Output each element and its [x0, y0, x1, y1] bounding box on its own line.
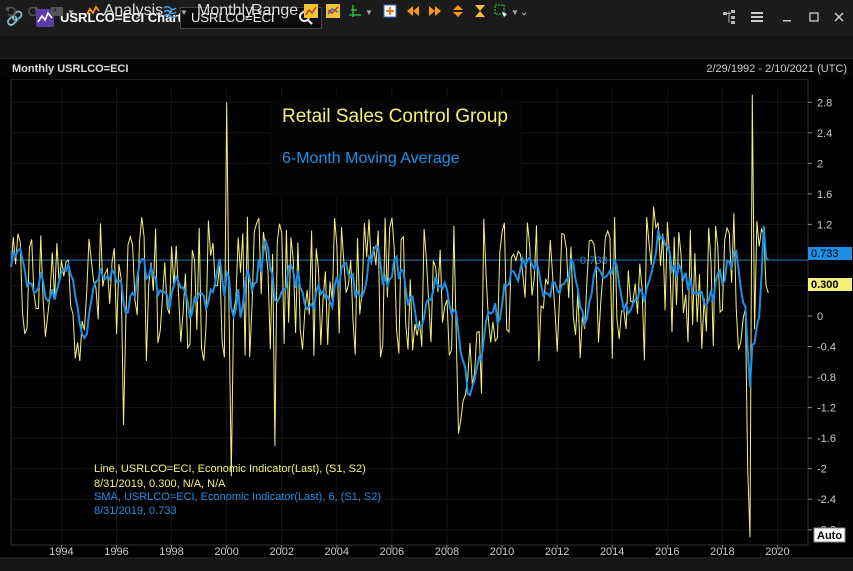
- info-sma-value: 8/31/2019, 0.733: [94, 505, 177, 517]
- chart-title: Monthly USRLCO=ECI: [12, 63, 129, 75]
- undo-icon[interactable]: [4, 3, 18, 19]
- zoom-fit-icon[interactable]: [473, 3, 487, 19]
- link-icon[interactable]: 🔗: [6, 10, 24, 26]
- compare-chart-icon[interactable]: [326, 3, 340, 19]
- x-tick-label: 2020: [765, 546, 789, 558]
- chart-area[interactable]: 0.733 2.82.421.61.20.80.40-0.4-0.8-1.2-1…: [0, 79, 853, 559]
- legend-overlay-bg: [270, 97, 522, 197]
- maximize-icon[interactable]: [805, 9, 823, 27]
- info-line-desc: Line, USRLCO=ECI, Economic Indicator(Las…: [94, 463, 366, 475]
- search-input[interactable]: USRLCO=ECI: [180, 7, 322, 29]
- line-last-value: 0.300: [811, 279, 839, 291]
- period-dropdown[interactable]: Monthly ▼: [197, 2, 264, 19]
- sma-last-value: 0.733: [811, 248, 839, 260]
- wave-icon[interactable]: ▼: [163, 3, 188, 19]
- chart-app-icon: [36, 9, 54, 27]
- minimize-icon[interactable]: [778, 9, 796, 27]
- x-tick-label: 2008: [435, 546, 459, 558]
- series-group: 0.733: [10, 94, 808, 538]
- analysis-button[interactable]: Analysis ▼: [86, 3, 174, 19]
- line-chart-icon[interactable]: [304, 3, 318, 19]
- y-tick-label: 2.8: [817, 97, 832, 109]
- legend-sma-label: 6-Month Moving Average: [282, 150, 460, 167]
- bottom-bar: [0, 559, 853, 571]
- zoom-vertical-icon[interactable]: [451, 3, 465, 19]
- y-tick-label: 0: [817, 311, 823, 323]
- x-tick-label: 1994: [49, 546, 73, 558]
- info-line-value: 8/31/2019, 0.300, N/A, N/A: [94, 478, 226, 490]
- x-tick-label: 2014: [600, 546, 624, 558]
- close-icon[interactable]: [830, 9, 848, 27]
- y-axis: 2.82.421.61.20.80.40-0.4-0.8-1.2-1.6-2-2…: [808, 97, 836, 537]
- legend-line-label: Retail Sales Control Group: [282, 106, 508, 127]
- tree-icon[interactable]: [720, 9, 738, 27]
- x-tick-label: 2000: [214, 546, 238, 558]
- menu-icon[interactable]: [748, 9, 766, 27]
- sma-last-value-bg: [808, 247, 852, 260]
- info-sma-desc: SMA, USRLCO=ECI, Economic Indicator(Last…: [94, 491, 381, 503]
- y-tick-label: -0.8: [817, 372, 836, 384]
- y-tick-label: 2.4: [817, 128, 832, 140]
- x-tick-label: 2016: [655, 546, 679, 558]
- scroll-right-icon[interactable]: [428, 3, 442, 19]
- reference-line-label: 0.733: [580, 255, 608, 267]
- y-tick-label: -2: [817, 464, 827, 476]
- x-tick-label: 2010: [490, 546, 514, 558]
- range-label: Range: [251, 2, 299, 19]
- scroll-left-icon[interactable]: [406, 3, 420, 19]
- y-tick-label: -2.4: [817, 494, 836, 506]
- y-tick-label: 1.2: [817, 219, 832, 231]
- x-tick-label: 1998: [159, 546, 183, 558]
- line-last-value-bg: [808, 278, 852, 291]
- range-dropdown[interactable]: Range▼: [251, 3, 309, 19]
- y-tick-label: 1.6: [817, 189, 832, 201]
- select-region-icon[interactable]: ▼: [494, 3, 519, 19]
- x-axis: 1994 1996 1998 2000 2002 2004 2006 2008 2010 2012…: [0, 545, 853, 559]
- series-line-sma: [10, 225, 770, 397]
- x-tick-label: 2018: [710, 546, 734, 558]
- crosshair-icon[interactable]: ▼: [349, 5, 373, 17]
- series-line-usrlco: [10, 94, 769, 538]
- x-tick-label: 2012: [545, 546, 569, 558]
- analysis-label: Analysis: [103, 2, 164, 19]
- y-tick-label: -1.2: [817, 403, 836, 415]
- period-label: Monthly: [197, 2, 254, 19]
- y-tick-label: -1.6: [817, 433, 836, 445]
- y-tick-label: -0.4: [817, 342, 836, 354]
- image-icon[interactable]: ▼: [50, 3, 75, 19]
- redo-icon[interactable]: [26, 3, 40, 19]
- add-indicator-icon[interactable]: [383, 3, 397, 19]
- chart-header: [0, 59, 853, 79]
- more-tools-icon[interactable]: ⌄: [520, 7, 529, 18]
- toolbar: [0, 36, 853, 59]
- auto-scale-button[interactable]: [813, 527, 846, 543]
- y-tick-label: 2: [817, 158, 823, 170]
- x-tick-label: 1996: [104, 546, 128, 558]
- window-title: USRLCO=ECI Chart: [60, 10, 182, 25]
- date-range: 2/29/1992 - 2/10/2021 (UTC): [706, 63, 847, 75]
- x-tick-label: 2004: [325, 546, 349, 558]
- x-tick-label: 2002: [269, 546, 293, 558]
- auto-scale-label: Auto: [817, 530, 842, 542]
- x-tick-label: 2006: [380, 546, 404, 558]
